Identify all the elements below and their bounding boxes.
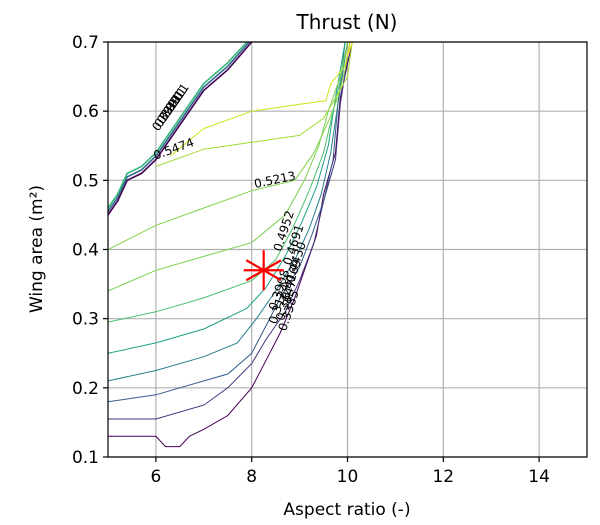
x-tick-label: 14: [528, 467, 550, 487]
y-tick-label: 0.1: [72, 448, 99, 468]
optimum-marker: [243, 250, 284, 291]
contour-line: [108, 42, 346, 354]
contour-labels: 0.54740.52130.49520.46910.44300.41690.39…: [149, 81, 309, 333]
contour-label: 0.3911: [156, 81, 192, 123]
contour-line: [108, 42, 351, 250]
y-axis-label: Wing area (m²): [27, 185, 47, 313]
contour-label: 0.5474: [152, 135, 196, 163]
contour-line: [108, 42, 348, 403]
x-tick-label: 10: [337, 467, 359, 487]
contour-line: [169, 42, 351, 157]
axis-ticks: 6 8 10 12 14 0.1 0.2 0.3 0.4 0.5 0.6 0.7: [72, 33, 550, 487]
y-tick-label: 0.4: [72, 241, 99, 261]
contour-line: [108, 42, 348, 292]
y-tick-label: 0.7: [72, 33, 99, 53]
contour-label: 0.5213: [253, 169, 297, 191]
boundary-contour-line: [108, 42, 250, 212]
contour-line: [108, 42, 351, 420]
contour-lines: [108, 42, 353, 448]
boundary-contour-line: [108, 42, 248, 209]
y-tick-label: 0.2: [72, 379, 99, 399]
y-tick-label: 0.5: [72, 171, 99, 191]
chart-title: Thrust (N): [296, 10, 398, 34]
contour-line: [347, 42, 353, 56]
x-axis-label: Aspect ratio (-): [283, 500, 410, 520]
contour-line: [108, 42, 353, 448]
boundary-contour-line: [108, 42, 253, 216]
x-tick-label: 12: [432, 467, 454, 487]
x-tick-label: 8: [246, 467, 257, 487]
x-tick-label: 6: [150, 467, 161, 487]
contour-line: [108, 42, 348, 323]
y-tick-label: 0.6: [72, 102, 99, 122]
contour-line: [155, 42, 353, 167]
contour-line: [108, 42, 346, 382]
y-tick-label: 0.3: [72, 310, 99, 330]
